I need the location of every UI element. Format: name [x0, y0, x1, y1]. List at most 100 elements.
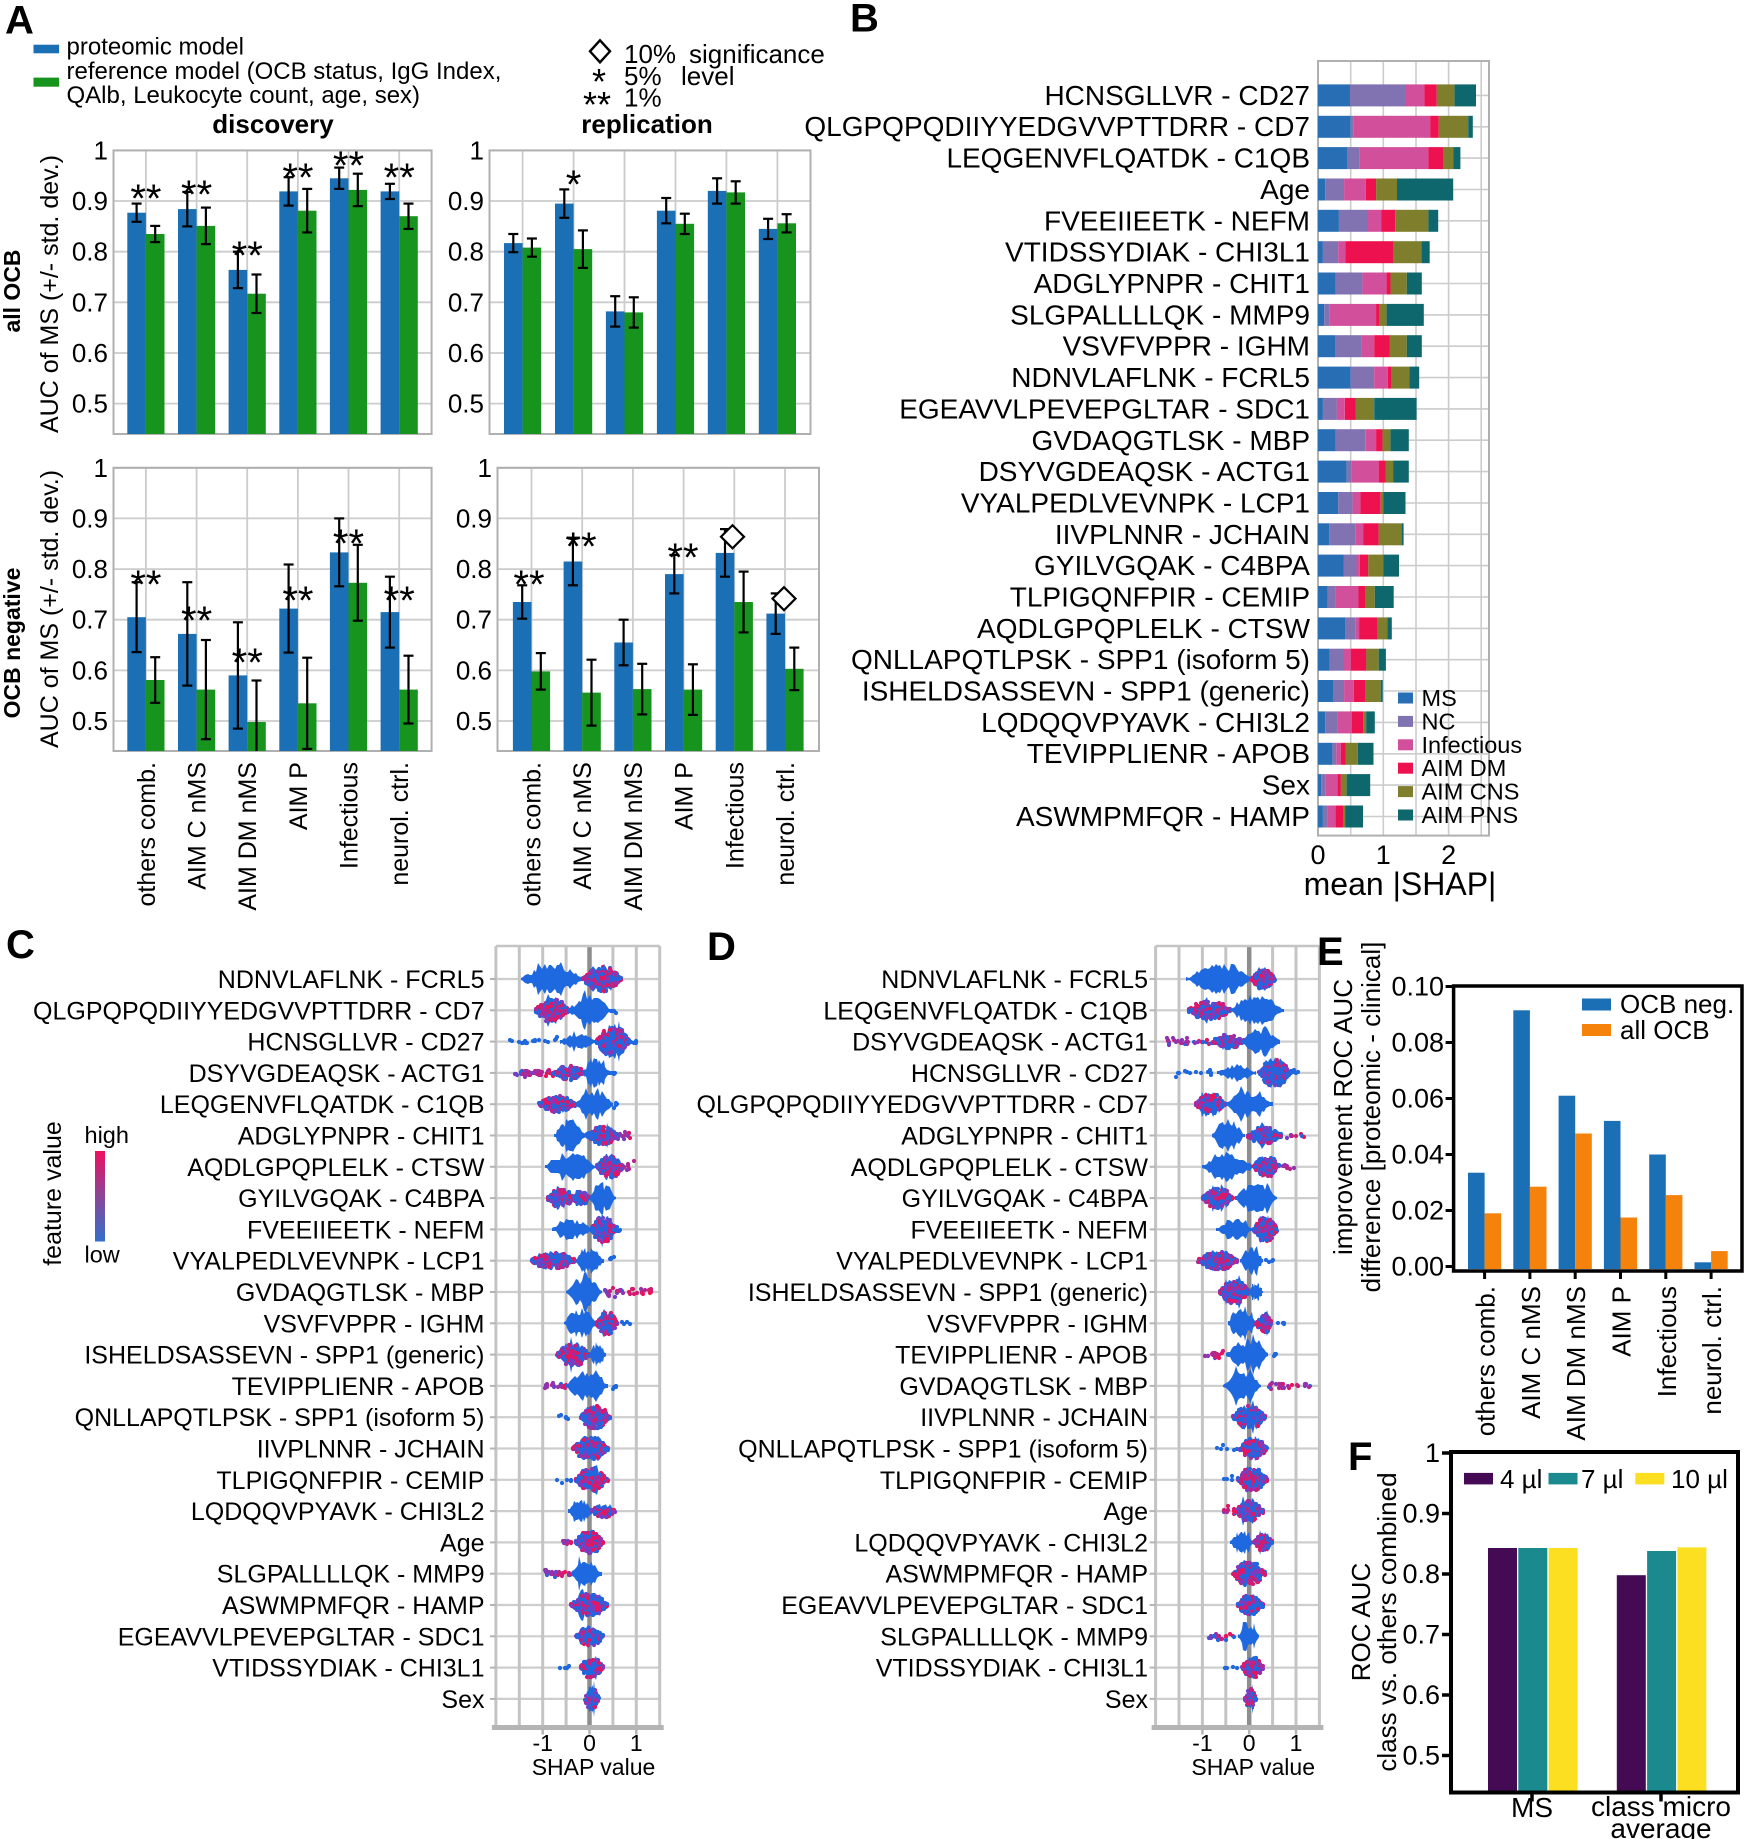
svg-text:0.5: 0.5 — [72, 389, 108, 419]
svg-text:HCNSGLLVR - CD27: HCNSGLLVR - CD27 — [247, 1029, 484, 1057]
svg-text:level: level — [681, 61, 734, 91]
svg-text:FVEEIIEETK - NEFM: FVEEIIEETK - NEFM — [1044, 205, 1310, 236]
svg-text:*: * — [592, 61, 606, 102]
svg-text:DSYVGDEAQSK - ACTG1: DSYVGDEAQSK - ACTG1 — [979, 456, 1310, 487]
svg-text:VTIDSSYDIAK - CHI3L1: VTIDSSYDIAK - CHI3L1 — [1005, 237, 1310, 268]
svg-text:**: ** — [583, 84, 611, 125]
svg-text:0.6: 0.6 — [448, 338, 484, 368]
svg-text:**: ** — [282, 579, 313, 623]
svg-text:0.9: 0.9 — [72, 186, 108, 216]
svg-text:ADGLYPNPR - CHIT1: ADGLYPNPR - CHIT1 — [1034, 268, 1310, 299]
svg-text:discovery: discovery — [212, 109, 334, 139]
svg-text:VYALPEDLVEVNPK - LCP1: VYALPEDLVEVNPK - LCP1 — [836, 1248, 1148, 1276]
svg-text:EGEAVVLPEVEPGLTAR - SDC1: EGEAVVLPEVEPGLTAR - SDC1 — [781, 1592, 1148, 1620]
svg-text:0.7: 0.7 — [448, 287, 484, 317]
svg-text:GYILVGQAK - C4BPA: GYILVGQAK - C4BPA — [238, 1185, 485, 1213]
svg-text:others comb.: others comb. — [519, 762, 547, 907]
svg-text:**: ** — [130, 563, 161, 607]
svg-text:NDNVLAFLNK - FCRL5: NDNVLAFLNK - FCRL5 — [1011, 362, 1310, 393]
svg-text:**: ** — [130, 177, 161, 221]
svg-text:others comb.: others comb. — [133, 762, 161, 907]
svg-text:LQDQQVPYAVK - CHI3L2: LQDQQVPYAVK - CHI3L2 — [854, 1529, 1148, 1557]
svg-text:neurol. ctrl.: neurol. ctrl. — [772, 762, 800, 886]
svg-text:1: 1 — [478, 453, 492, 483]
svg-text:all OCB: all OCB — [0, 249, 25, 332]
svg-text:Age: Age — [1260, 174, 1310, 205]
svg-text:Infectious: Infectious — [1422, 732, 1523, 758]
svg-text:GYILVGQAK - C4BPA: GYILVGQAK - C4BPA — [1034, 550, 1310, 581]
svg-text:SHAP value: SHAP value — [532, 1754, 656, 1780]
svg-text:TEVIPPLIENR - APOB: TEVIPPLIENR - APOB — [232, 1373, 485, 1401]
svg-text:AIM C nMS: AIM C nMS — [569, 762, 597, 890]
svg-text:LEQGENVFLQATDK - C1QB: LEQGENVFLQATDK - C1QB — [823, 997, 1148, 1025]
svg-text:AIM DM nMS: AIM DM nMS — [620, 762, 648, 911]
svg-text:Infectious: Infectious — [721, 762, 749, 869]
svg-text:EGEAVVLPEVEPGLTAR - SDC1: EGEAVVLPEVEPGLTAR - SDC1 — [899, 393, 1310, 424]
svg-text:0.8: 0.8 — [72, 554, 108, 584]
svg-text:SHAP value: SHAP value — [1191, 1754, 1315, 1780]
svg-text:AIM P: AIM P — [285, 762, 313, 830]
svg-text:VYALPEDLVEVNPK - LCP1: VYALPEDLVEVNPK - LCP1 — [961, 488, 1310, 519]
svg-text:VTIDSSYDIAK - CHI3L1: VTIDSSYDIAK - CHI3L1 — [212, 1655, 484, 1683]
svg-text:AUC of MS (+/- std. dev.): AUC of MS (+/- std. dev.) — [36, 470, 64, 748]
svg-text:high: high — [85, 1122, 129, 1148]
svg-text:0.7: 0.7 — [72, 605, 108, 635]
svg-text:AIM DM nMS: AIM DM nMS — [234, 762, 262, 911]
svg-text:LEQGENVFLQATDK - C1QB: LEQGENVFLQATDK - C1QB — [160, 1091, 485, 1119]
svg-text:0.8: 0.8 — [72, 237, 108, 267]
svg-text:0.6: 0.6 — [72, 655, 108, 685]
svg-text:1: 1 — [470, 135, 484, 165]
svg-text:OCB negative: OCB negative — [0, 568, 25, 719]
svg-text:QNLLAPQTLPSK - SPP1 (isoform 5: QNLLAPQTLPSK - SPP1 (isoform 5) — [851, 644, 1310, 675]
svg-text:SLGPALLLLQK - MMP9: SLGPALLLLQK - MMP9 — [217, 1561, 485, 1589]
svg-text:**: ** — [667, 536, 698, 580]
svg-text:0.6: 0.6 — [72, 338, 108, 368]
svg-text:TLPIGQNFPIR - CEMIP: TLPIGQNFPIR - CEMIP — [216, 1467, 484, 1495]
svg-text:reference model (OCB status, I: reference model (OCB status, IgG Index, — [67, 58, 502, 85]
svg-text:0.5: 0.5 — [72, 706, 108, 736]
svg-text:0.7: 0.7 — [72, 287, 108, 317]
svg-text:1: 1 — [1376, 840, 1391, 870]
svg-text:GVDAQGTLSK - MBP: GVDAQGTLSK - MBP — [236, 1279, 485, 1307]
svg-text:AIM PNS: AIM PNS — [1422, 802, 1519, 828]
svg-text:TEVIPPLIENR - APOB: TEVIPPLIENR - APOB — [895, 1342, 1148, 1370]
svg-text:AQDLGPQPLELK - CTSW: AQDLGPQPLELK - CTSW — [977, 613, 1311, 644]
svg-text:AQDLGPQPLELK - CTSW: AQDLGPQPLELK - CTSW — [851, 1154, 1149, 1182]
svg-text:DSYVGDEAQSK - ACTG1: DSYVGDEAQSK - ACTG1 — [852, 1029, 1148, 1057]
svg-text:ADGLYPNPR - CHIT1: ADGLYPNPR - CHIT1 — [238, 1123, 485, 1151]
svg-text:Sex: Sex — [441, 1686, 485, 1714]
svg-text:AIM CNS: AIM CNS — [1422, 779, 1520, 805]
svg-text:TLPIGQNFPIR - CEMIP: TLPIGQNFPIR - CEMIP — [1010, 582, 1310, 613]
svg-text:ISHELDSASSEVN - SPP1 (generic): ISHELDSASSEVN - SPP1 (generic) — [862, 676, 1310, 707]
svg-text:-1: -1 — [1192, 1730, 1212, 1756]
svg-text:0.5: 0.5 — [448, 389, 484, 419]
svg-text:EGEAVVLPEVEPGLTAR - SDC1: EGEAVVLPEVEPGLTAR - SDC1 — [118, 1623, 485, 1651]
svg-text:IIVPLNNR - JCHAIN: IIVPLNNR - JCHAIN — [1055, 519, 1310, 550]
svg-text:AIM DM: AIM DM — [1422, 755, 1507, 781]
svg-text:replication: replication — [581, 109, 712, 139]
svg-text:MS: MS — [1422, 685, 1457, 711]
svg-text:0.5: 0.5 — [456, 706, 492, 736]
svg-text:LQDQQVPYAVK - CHI3L2: LQDQQVPYAVK - CHI3L2 — [191, 1498, 485, 1526]
svg-text:QAlb, Leukocyte count, age, se: QAlb, Leukocyte count, age, sex) — [67, 82, 421, 109]
svg-text:neurol. ctrl.: neurol. ctrl. — [386, 762, 414, 886]
svg-text:0.7: 0.7 — [456, 605, 492, 635]
svg-text:**: ** — [181, 173, 212, 217]
svg-text:-1: -1 — [532, 1730, 552, 1756]
svg-text:IIVPLNNR - JCHAIN: IIVPLNNR - JCHAIN — [257, 1436, 485, 1464]
svg-text:**: ** — [384, 156, 415, 200]
svg-text:ASWMPMFQR - HAMP: ASWMPMFQR - HAMP — [886, 1561, 1149, 1589]
svg-text:1: 1 — [94, 135, 108, 165]
svg-text:**: ** — [232, 234, 263, 278]
svg-text:NDNVLAFLNK - FCRL5: NDNVLAFLNK - FCRL5 — [218, 966, 485, 994]
svg-text:AUC of MS (+/- std. dev.): AUC of MS (+/- std. dev.) — [36, 155, 64, 433]
svg-text:FVEEIIEETK - NEFM: FVEEIIEETK - NEFM — [910, 1216, 1148, 1244]
svg-text:QLGPQPQDIIYYEDGVVPTTDRR - CD7: QLGPQPQDIIYYEDGVVPTTDRR - CD7 — [804, 111, 1310, 142]
svg-text:ISHELDSASSEVN - SPP1 (generic): ISHELDSASSEVN - SPP1 (generic) — [748, 1279, 1148, 1307]
svg-text:AIM C nMS: AIM C nMS — [184, 762, 212, 890]
svg-text:10%: 10% — [624, 39, 676, 69]
svg-text:mean |SHAP|: mean |SHAP| — [1304, 866, 1497, 902]
svg-text:GYILVGQAK - C4BPA: GYILVGQAK - C4BPA — [902, 1185, 1149, 1213]
svg-text:Sex: Sex — [1262, 770, 1310, 801]
svg-text:HCNSGLLVR - CD27: HCNSGLLVR - CD27 — [1044, 80, 1310, 111]
